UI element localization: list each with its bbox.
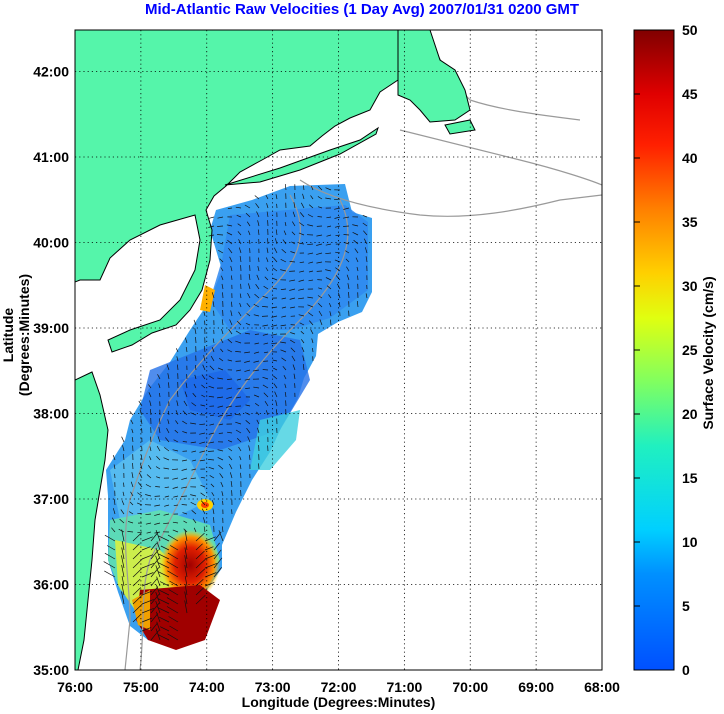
y-tick-label: 42:00 xyxy=(33,64,69,80)
colorbar-ticks: 0 5 10 15 20 25 30 35 40 45 50 xyxy=(634,22,698,678)
x-tick-labels: 76:00 75:00 74:00 73:00 72:00 71:00 70:00 69:00… xyxy=(57,679,620,695)
velocity-vectors xyxy=(103,184,368,641)
grid-lines xyxy=(75,30,602,670)
colorbar-tick-label: 35 xyxy=(682,214,698,230)
y-tick-label: 36:00 xyxy=(33,577,69,593)
x-tick-label: 76:00 xyxy=(57,679,93,695)
colorbar-tick-label: 0 xyxy=(682,662,690,678)
colorbar-tick-label: 30 xyxy=(682,278,698,294)
map-title: Mid-Atlantic Raw Velocities (1 Day Avg) … xyxy=(144,1,580,18)
x-tick-label: 69:00 xyxy=(518,679,554,695)
colorbar-tick-label: 10 xyxy=(682,534,698,550)
x-tick-label: 73:00 xyxy=(255,679,291,695)
y-tick-label: 40:00 xyxy=(33,235,69,251)
y-tick-label: 38:00 xyxy=(33,406,69,422)
land-mass xyxy=(75,30,476,670)
colorbar-tick-label: 15 xyxy=(682,470,698,486)
x-tick-label: 70:00 xyxy=(452,679,488,695)
x-tick-label: 72:00 xyxy=(321,679,357,695)
colorbar-tick-label: 50 xyxy=(682,22,698,38)
colorbar-tick-label: 45 xyxy=(682,86,698,102)
colorbar-tick-label: 25 xyxy=(682,342,698,358)
x-tick-label: 74:00 xyxy=(189,679,225,695)
x-axis-label: Longitude (Degrees:Minutes) xyxy=(241,694,436,710)
y-tick-label: 39:00 xyxy=(33,320,69,336)
x-tick-label: 75:00 xyxy=(123,679,159,695)
x-tick-label: 68:00 xyxy=(584,679,620,695)
colorbar-tick-label: 40 xyxy=(682,150,698,166)
y-tick-labels: 42:00 41:00 40:00 39:00 38:00 37:00 36:00 35:00 xyxy=(33,64,69,679)
colorbar-tick-label: 20 xyxy=(682,406,698,422)
y-tick-label: 41:00 xyxy=(33,149,69,165)
x-tick-label: 71:00 xyxy=(386,679,422,695)
velocity-field xyxy=(106,184,372,650)
y-tick-label: 37:00 xyxy=(33,491,69,507)
colorbar-tick-label: 5 xyxy=(682,598,690,614)
plot-frame xyxy=(74,29,603,671)
y-tick-label: 35:00 xyxy=(33,662,69,678)
